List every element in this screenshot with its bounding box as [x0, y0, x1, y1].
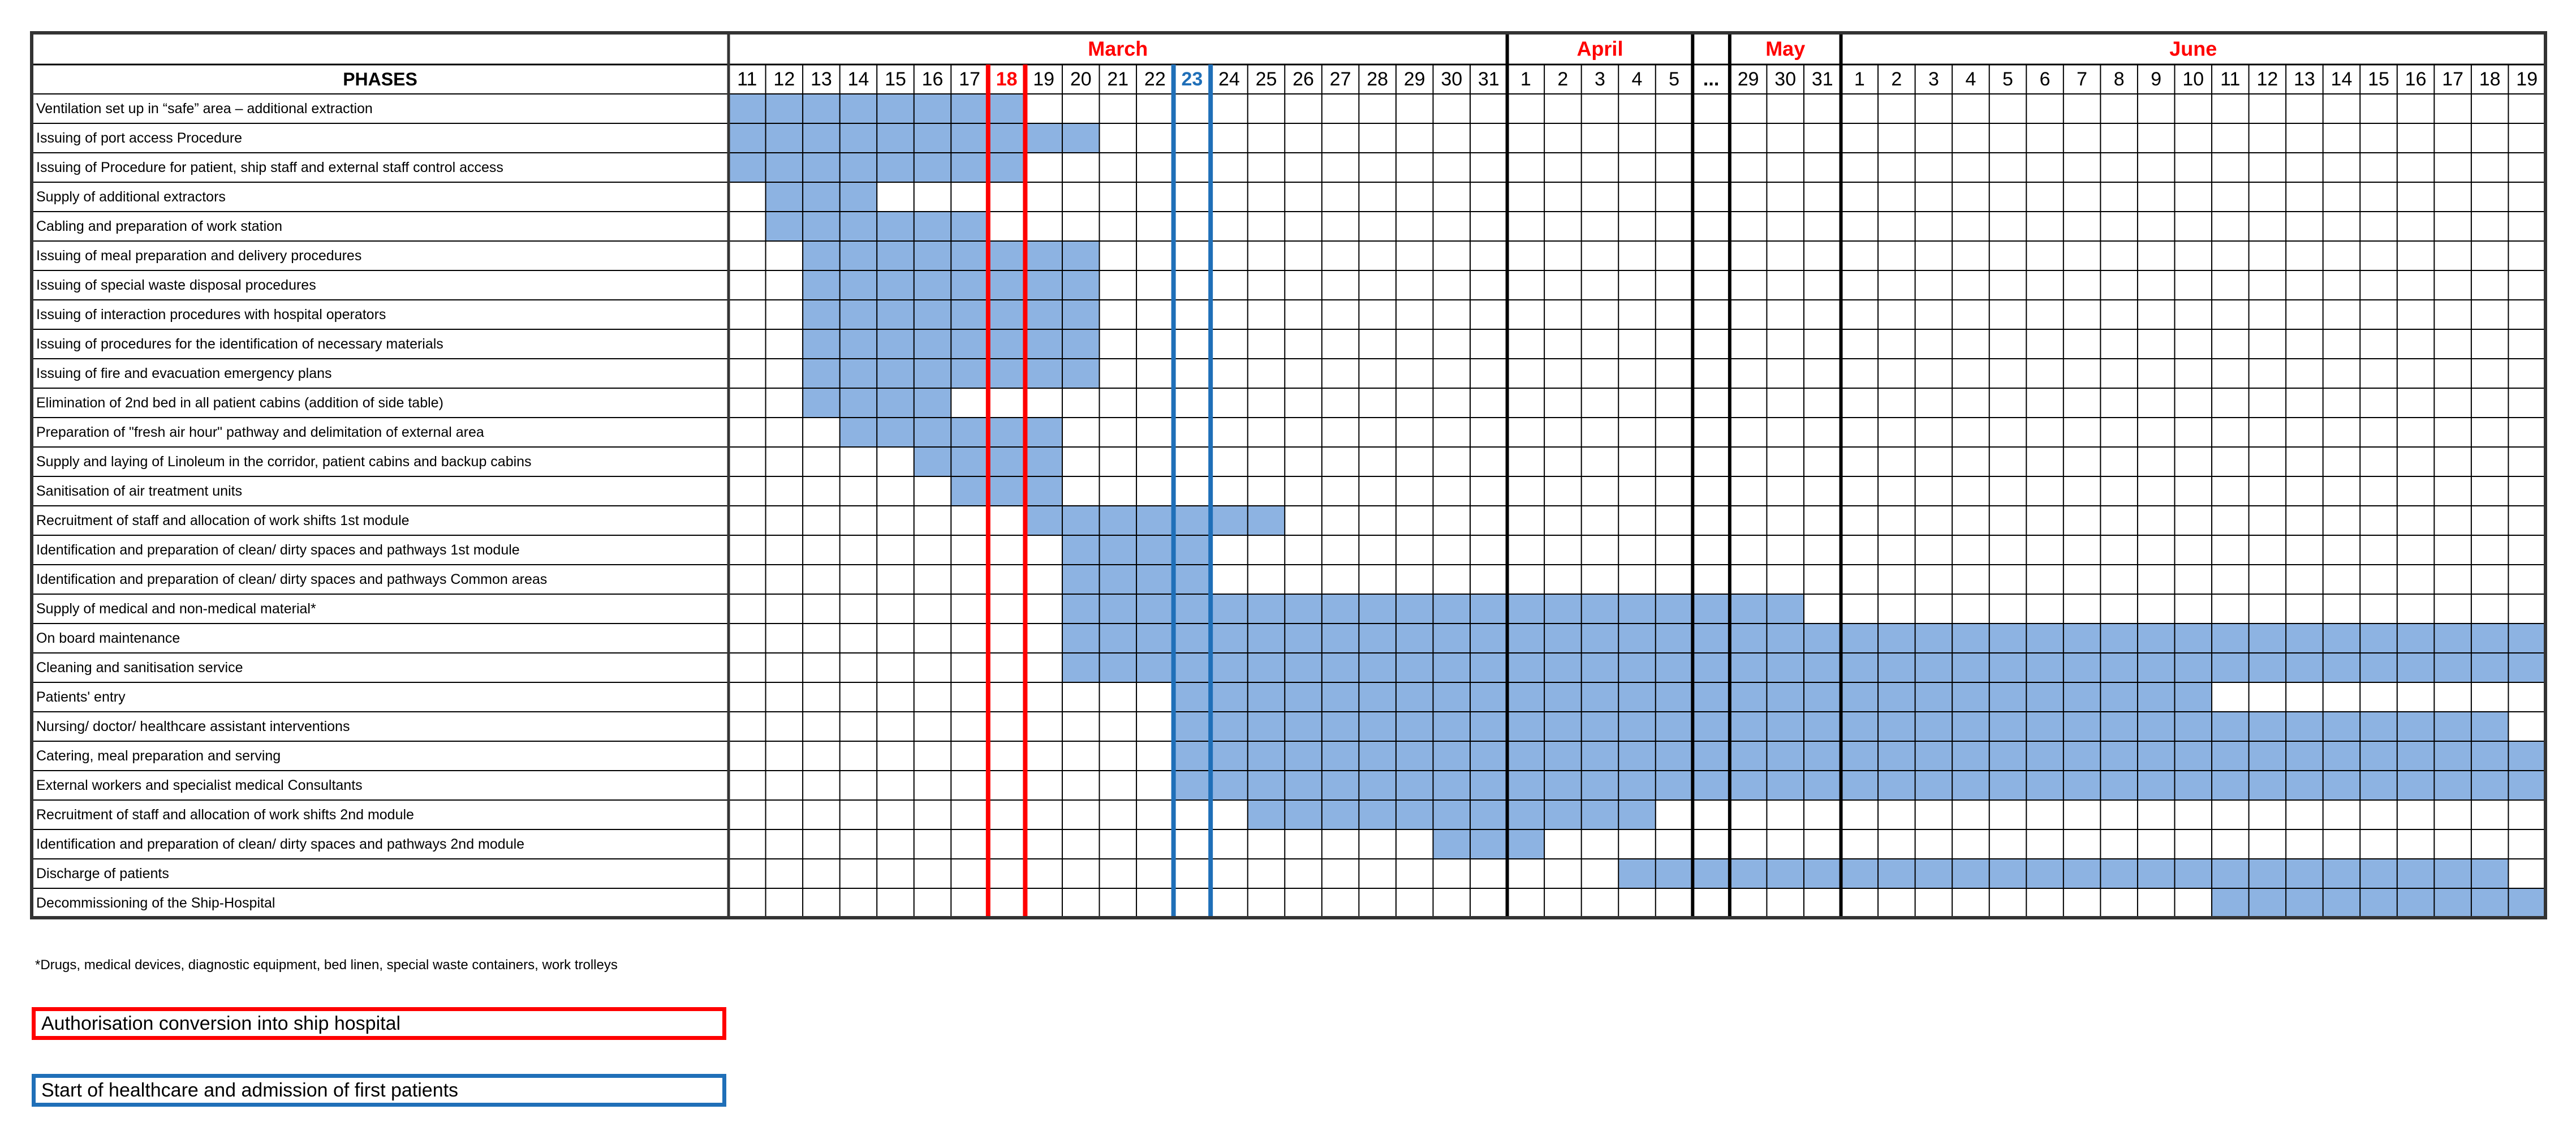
task-label: Issuing of fire and evacuation emergency…	[36, 366, 332, 381]
day-label: 20	[1070, 68, 1092, 90]
day-label: 13	[811, 68, 832, 90]
legend-authorisation-label: Authorisation conversion into ship hospi…	[41, 1012, 401, 1034]
legend-healthcare-start: Start of healthcare and admission of fir…	[32, 1074, 726, 1107]
day-label: 2	[1891, 68, 1902, 90]
task-label: External workers and specialist medical …	[36, 777, 363, 793]
task-bar	[2212, 888, 2545, 918]
day-label: 12	[773, 68, 795, 90]
task-label: Issuing of meal preparation and delivery…	[36, 248, 361, 264]
task-label: Recruitment of staff and allocation of w…	[36, 513, 410, 528]
task-label: Supply of medical and non-medical materi…	[36, 601, 316, 617]
day-label: 13	[2294, 68, 2315, 90]
task-label: Elimination of 2nd bed in all patient ca…	[36, 395, 443, 411]
task-bar	[1247, 800, 1656, 829]
day-label: 14	[2331, 68, 2353, 90]
day-label: 3	[1595, 68, 1605, 90]
phases-header: PHASES	[343, 69, 417, 89]
day-label: 11	[737, 68, 757, 90]
task-label: Identification and preparation of clean/…	[36, 571, 547, 587]
day-label: 19	[1033, 68, 1054, 90]
task-label: Identification and preparation of clean/…	[36, 542, 520, 558]
day-label: 15	[2368, 68, 2389, 90]
day-label: ...	[1703, 68, 1719, 90]
day-label: 6	[2040, 68, 2051, 90]
month-label: June	[2169, 37, 2217, 61]
task-label: Cleaning and sanitisation service	[36, 660, 243, 676]
day-label: 17	[959, 68, 980, 90]
day-label: 27	[1330, 68, 1351, 90]
task-label: Discharge of patients	[36, 866, 169, 882]
day-label: 9	[2151, 68, 2161, 90]
month-label: May	[1765, 37, 1805, 61]
day-label: 8	[2114, 68, 2125, 90]
task-bar	[1025, 506, 1285, 535]
day-label: 19	[2516, 68, 2538, 90]
day-label: 30	[1441, 68, 1462, 90]
task-label: Issuing of procedures for the identifica…	[36, 336, 443, 352]
month-label: March	[1088, 37, 1148, 61]
task-bar	[1173, 771, 2545, 800]
chart-border	[30, 31, 2547, 919]
day-label: 18	[996, 68, 1018, 90]
day-label: 3	[1928, 68, 1939, 90]
task-bar	[765, 182, 877, 212]
day-label: 22	[1144, 68, 1166, 90]
month-label: April	[1576, 37, 1623, 61]
day-label: 24	[1218, 68, 1240, 90]
day-label: 1	[1520, 68, 1531, 90]
day-label: 15	[885, 68, 906, 90]
task-label: Decommissioning of the Ship-Hospital	[36, 895, 275, 911]
task-bar	[1173, 741, 2545, 771]
day-label: 23	[1181, 68, 1203, 90]
day-label: 1	[1854, 68, 1865, 90]
day-label: 31	[1812, 68, 1833, 90]
day-label: 5	[2002, 68, 2013, 90]
legend-healthcare-start-label: Start of healthcare and admission of fir…	[41, 1079, 459, 1101]
day-label: 12	[2256, 68, 2278, 90]
task-label: Ventilation set up in “safe” area – addi…	[36, 101, 373, 117]
day-label: 28	[1367, 68, 1388, 90]
day-label: 16	[922, 68, 944, 90]
day-label: 2	[1557, 68, 1568, 90]
day-label: 18	[2479, 68, 2501, 90]
task-bar	[1433, 829, 1545, 859]
task-label: Patients' entry	[36, 689, 126, 705]
task-label: Identification and preparation of clean/…	[36, 836, 524, 852]
day-label: 4	[1632, 68, 1643, 90]
day-label: 4	[1965, 68, 1976, 90]
task-label: Catering, meal preparation and serving	[36, 748, 281, 764]
task-label: Issuing of interaction procedures with h…	[36, 307, 386, 323]
task-bar	[951, 476, 1062, 506]
task-label: Sanitisation of air treatment units	[36, 483, 242, 499]
day-label: 31	[1478, 68, 1500, 90]
day-label: 10	[2182, 68, 2204, 90]
task-label: Issuing of Procedure for patient, ship s…	[36, 160, 503, 175]
day-label: 11	[2220, 68, 2240, 90]
day-label: 30	[1774, 68, 1796, 90]
day-label: 17	[2442, 68, 2463, 90]
legend-authorisation: Authorisation conversion into ship hospi…	[32, 1007, 726, 1040]
task-label: Issuing of special waste disposal proced…	[36, 277, 316, 293]
day-label: 14	[848, 68, 869, 90]
task-label: Issuing of port access Procedure	[36, 130, 242, 146]
task-label: Supply of additional extractors	[36, 189, 226, 205]
day-label: 7	[2077, 68, 2087, 90]
task-label: On board maintenance	[36, 630, 180, 646]
task-label: Supply and laying of Linoleum in the cor…	[36, 454, 532, 470]
task-label: Cabling and preparation of work station	[36, 218, 282, 234]
day-label: 21	[1107, 68, 1128, 90]
day-label: 5	[1669, 68, 1679, 90]
footnote: *Drugs, medical devices, diagnostic equi…	[35, 957, 618, 973]
day-label: 25	[1256, 68, 1277, 90]
day-label: 16	[2405, 68, 2427, 90]
day-label: 29	[1404, 68, 1425, 90]
day-label: 29	[1738, 68, 1759, 90]
task-label: Recruitment of staff and allocation of w…	[36, 807, 414, 823]
task-label: Preparation of "fresh air hour" pathway …	[36, 424, 484, 440]
day-label: 26	[1293, 68, 1314, 90]
task-label: Nursing/ doctor/ healthcare assistant in…	[36, 719, 350, 734]
